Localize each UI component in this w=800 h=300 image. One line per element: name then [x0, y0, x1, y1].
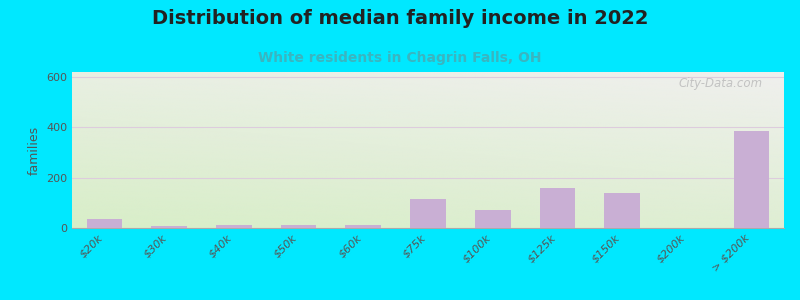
Text: City-Data.com: City-Data.com	[678, 77, 762, 90]
Bar	[151, 226, 187, 228]
Bar	[734, 131, 770, 228]
Bar	[540, 188, 575, 228]
Text: White residents in Chagrin Falls, OH: White residents in Chagrin Falls, OH	[258, 51, 542, 65]
Text: Distribution of median family income in 2022: Distribution of median family income in …	[152, 9, 648, 28]
Bar	[346, 226, 381, 228]
Bar	[86, 219, 122, 228]
Bar	[281, 225, 316, 228]
Bar	[604, 193, 640, 228]
Bar	[410, 199, 446, 228]
Bar	[475, 210, 510, 228]
Bar	[216, 225, 252, 228]
Y-axis label: families: families	[27, 125, 41, 175]
